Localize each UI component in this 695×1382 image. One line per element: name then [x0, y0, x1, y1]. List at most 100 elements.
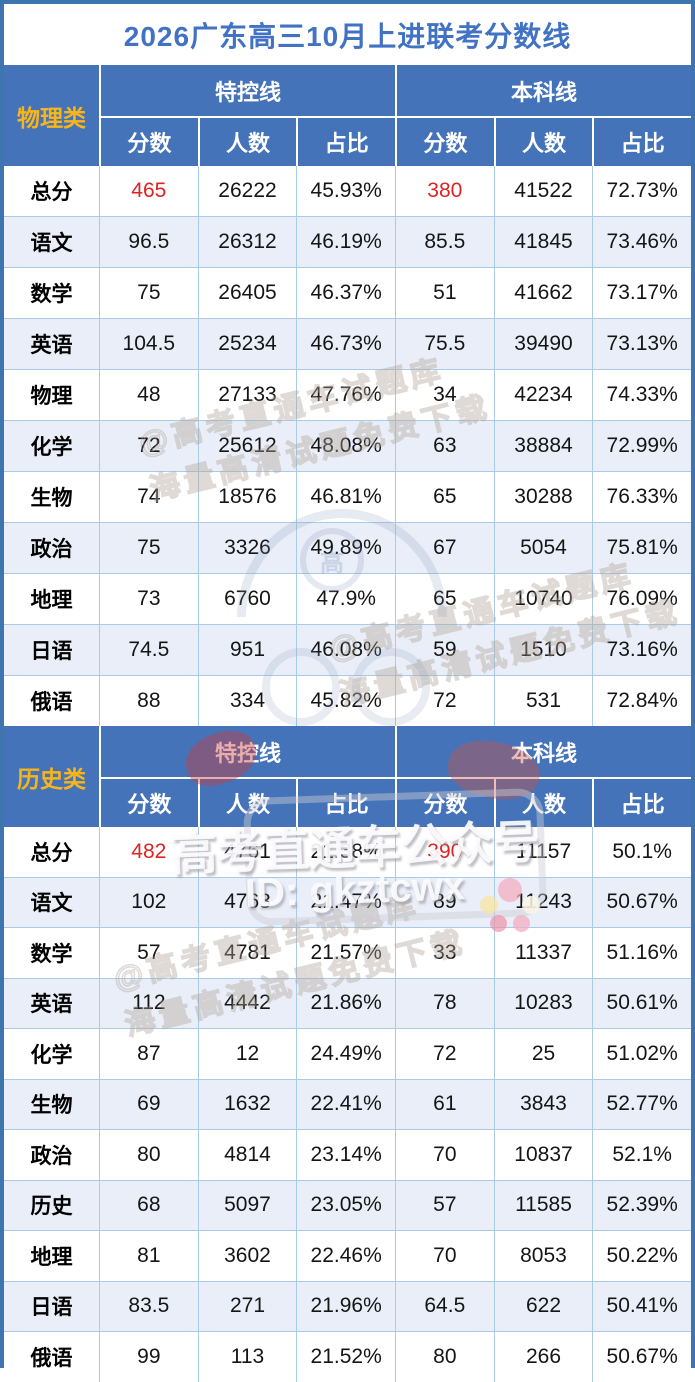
table-row: 化学 87 12 24.49% 72 25 51.02% [4, 1028, 691, 1079]
value-cell: 10837 [493, 1130, 593, 1180]
table-row: 英语 112 4442 21.86% 78 10283 50.61% [4, 977, 691, 1028]
column-header: 占比 [592, 777, 691, 827]
value-cell: 25234 [197, 319, 297, 369]
value-cell: 21.57% [296, 928, 395, 978]
value-cell: 46.19% [296, 217, 395, 267]
value-cell: 21.86% [296, 978, 395, 1028]
subject-label: 历史 [30, 1195, 73, 1219]
subject-label: 物理 [30, 385, 73, 408]
subject-label: 俄语 [30, 691, 73, 714]
value-cell: 271 [197, 1281, 297, 1331]
value-cell: 3326 [197, 523, 297, 573]
table-row: 政治 75 3326 49.89% 67 5054 75.81% [4, 522, 691, 573]
value-cell: 50.61% [592, 978, 691, 1028]
value-cell: 4761 [197, 827, 297, 877]
table-row: 俄语 99 113 21.52% 80 266 50.67% [4, 1331, 691, 1382]
value-cell: 12 [197, 1029, 297, 1079]
value-cell: 46.81% [296, 472, 395, 522]
value-cell: 951 [197, 625, 297, 675]
value-cell: 4442 [197, 978, 297, 1028]
value-cell: 65 [394, 574, 494, 624]
table-section: 物理类 特控线 本科线 分数 人数 占比 分数 人数 占比 总分 465 262… [4, 65, 691, 726]
value-cell: 51.02% [592, 1029, 691, 1079]
value-cell: 75.81% [592, 523, 691, 573]
value-cell: 76.09% [592, 574, 691, 624]
page-title: 2026广东高三10月上进联考分数线 [123, 20, 572, 52]
value-cell: 22.46% [296, 1231, 395, 1281]
value-cell: 67 [394, 523, 494, 573]
subject-label: 总分 [30, 181, 73, 204]
table-row: 生物 74 18576 46.81% 65 30288 76.33% [4, 471, 691, 522]
subject-label: 语文 [30, 232, 73, 255]
value-cell: 50.22% [592, 1231, 691, 1281]
value-cell: 113 [197, 1332, 297, 1382]
group-special-header: 特控线 [99, 726, 395, 777]
value-cell: 47.9% [296, 574, 395, 624]
value-cell: 72.73% [592, 166, 691, 216]
value-cell: 51.16% [592, 928, 691, 978]
group-bachelor-header: 本科线 [394, 726, 691, 777]
value-cell: 11157 [493, 827, 593, 877]
subject-label: 日语 [30, 1296, 73, 1320]
subject-label: 政治 [30, 1144, 73, 1168]
value-cell: 46.73% [296, 319, 395, 369]
table-row: 政治 80 4814 23.14% 70 10837 52.1% [4, 1129, 691, 1180]
value-cell: 70 [394, 1231, 494, 1281]
value-cell: 85.5 [394, 217, 494, 267]
value-cell: 72 [394, 676, 494, 726]
value-cell: 99 [99, 1332, 198, 1382]
value-cell: 4814 [197, 1130, 297, 1180]
value-cell: 112 [99, 978, 198, 1028]
subject-label: 生物 [30, 487, 73, 510]
subject-label: 英语 [30, 993, 73, 1017]
value-cell: 69 [99, 1079, 198, 1129]
table-sections: 物理类 特控线 本科线 分数 人数 占比 分数 人数 占比 总分 465 262… [4, 65, 691, 1382]
subject-label: 日语 [30, 640, 73, 663]
value-cell: 63 [394, 421, 494, 471]
value-cell: 72.84% [592, 676, 691, 726]
value-cell: 531 [493, 676, 593, 726]
subject-label: 总分 [30, 841, 73, 865]
subject-label: 化学 [30, 1043, 73, 1067]
column-header: 占比 [592, 116, 691, 166]
value-cell: 46.37% [296, 268, 395, 318]
value-cell: 73 [99, 574, 198, 624]
value-cell: 76.33% [592, 472, 691, 522]
subject-label: 政治 [30, 538, 73, 561]
column-header: 人数 [493, 116, 593, 166]
value-cell: 27133 [197, 370, 297, 420]
value-cell: 65 [394, 472, 494, 522]
value-cell: 41522 [493, 166, 593, 216]
subject-label: 语文 [30, 892, 73, 916]
value-cell: 11243 [493, 877, 593, 927]
value-cell: 50.67% [592, 877, 691, 927]
value-cell: 4763 [197, 877, 297, 927]
section-rows: 总分 465 26222 45.93% 380 41522 72.73% 语文 … [4, 166, 691, 726]
value-cell: 5054 [493, 523, 593, 573]
value-cell: 8053 [493, 1231, 593, 1281]
table-row: 物理 48 27133 47.76% 34 42234 74.33% [4, 369, 691, 420]
value-cell: 83.5 [99, 1281, 198, 1331]
group-special-header: 特控线 [99, 65, 395, 116]
value-cell: 5097 [197, 1180, 297, 1230]
table-row: 生物 69 1632 22.41% 61 3843 52.77% [4, 1078, 691, 1129]
value-cell: 39490 [493, 319, 593, 369]
table-row: 俄语 88 334 45.82% 72 531 72.84% [4, 675, 691, 726]
value-cell: 68 [99, 1180, 198, 1230]
value-cell: 23.05% [296, 1180, 395, 1230]
value-cell: 26222 [197, 166, 297, 216]
value-cell: 73.13% [592, 319, 691, 369]
value-cell: 80 [99, 1130, 198, 1180]
value-cell: 75.5 [394, 319, 494, 369]
column-header: 占比 [296, 116, 395, 166]
group-bachelor-header: 本科线 [394, 65, 691, 116]
value-cell: 11585 [493, 1180, 593, 1230]
value-cell: 104.5 [99, 319, 198, 369]
column-header: 人数 [493, 777, 593, 827]
value-cell: 33 [394, 928, 494, 978]
value-cell: 25 [493, 1029, 593, 1079]
table-row: 总分 482 4761 21.38% 390 11157 50.1% [4, 827, 691, 877]
subject-label: 英语 [30, 334, 73, 357]
value-cell: 52.77% [592, 1079, 691, 1129]
